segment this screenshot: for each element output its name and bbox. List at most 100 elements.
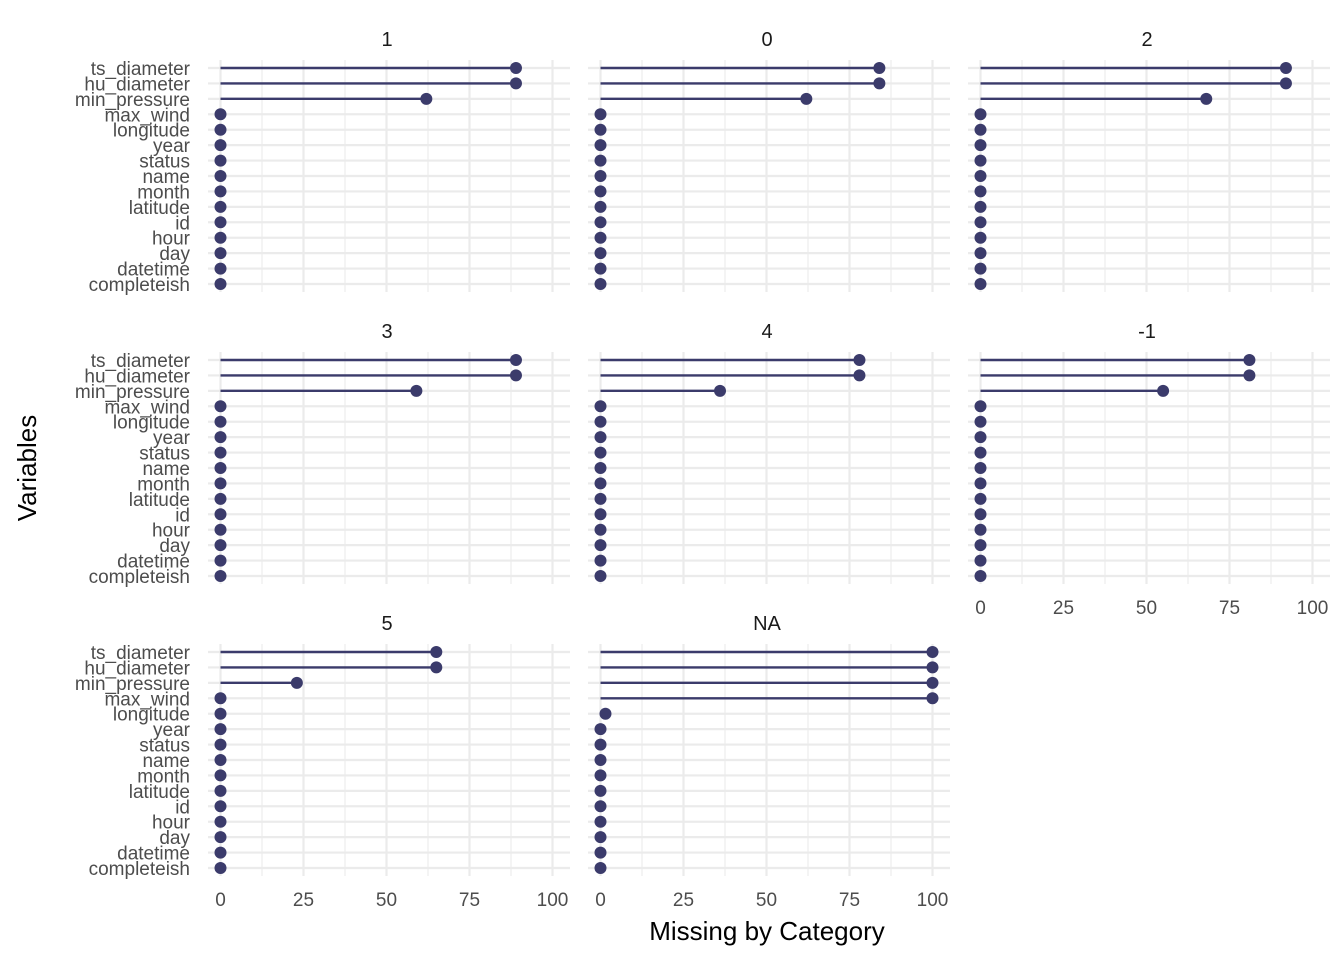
y-tick-label: max_wind (104, 689, 190, 710)
lollipop-point (800, 92, 813, 105)
y-tick-label: name (142, 167, 190, 188)
y-tick-label: name (142, 459, 190, 480)
y-tick-label: year (153, 720, 191, 741)
lollipop-point (509, 77, 522, 90)
lollipop-point (594, 831, 607, 844)
facet-panel-0: 0 (588, 29, 950, 292)
lollipop-point (974, 477, 987, 490)
y-tick-label: hu_diameter (84, 74, 190, 95)
x-tick-label: 0 (975, 598, 986, 619)
facet-strip-label: 2 (1141, 29, 1152, 51)
lollipop-point (214, 123, 227, 136)
facet-panel--1: -1 0 25 50 75 100 (968, 321, 1330, 619)
lollipop-point (214, 754, 227, 766)
lollipop-point (214, 769, 227, 782)
lollipop-point (214, 815, 227, 828)
lollipop-point (974, 523, 987, 536)
lollipop-point (1279, 77, 1292, 90)
lollipop-point (214, 862, 227, 874)
lollipop-point (594, 738, 607, 751)
lollipop-point (214, 477, 227, 490)
lollipop-point (214, 570, 227, 582)
lollipop-point (594, 400, 607, 413)
lollipop-point (974, 508, 987, 521)
y-tick-label: ts_diameter (91, 643, 191, 664)
facet-panel-4: 4 (588, 321, 950, 584)
lollipop-point (594, 508, 607, 521)
lollipop-point (974, 278, 987, 290)
y-tick-label: hour (152, 229, 191, 250)
lollipop-point (594, 200, 607, 213)
lollipop-point (594, 754, 607, 766)
facet-panel-1: 1 ts_diameterhu_diametermin_pressuremax_w… (75, 29, 570, 296)
lollipop-point (974, 492, 987, 505)
lollipop-point (926, 661, 939, 674)
lollipop-point (974, 200, 987, 213)
lollipop-point (974, 185, 987, 198)
y-tick-label: day (159, 828, 190, 849)
facet-strip-label: -1 (1138, 321, 1156, 343)
lollipop-point (594, 862, 607, 874)
y-tick-label: month (137, 766, 190, 787)
y-tick-label: id (175, 213, 190, 234)
lollipop-point (974, 431, 987, 444)
x-tick-label: 50 (376, 890, 397, 911)
lollipop-point (594, 154, 607, 167)
facet-strip-label: 5 (381, 613, 392, 635)
lollipop-point (974, 154, 987, 167)
facet-strip-label: NA (753, 613, 781, 635)
lollipop-point (594, 723, 607, 736)
lollipop-point (974, 108, 987, 121)
lollipop-point (509, 369, 522, 382)
lollipop-point (1200, 92, 1213, 105)
y-tick-label: latitude (129, 198, 190, 219)
lollipop-point (214, 431, 227, 444)
lollipop-point (974, 415, 987, 428)
lollipop-point (1157, 384, 1170, 397)
lollipop-point (926, 646, 939, 658)
lollipop-point (290, 676, 303, 689)
lollipop-point (974, 123, 987, 136)
x-tick-label: 75 (839, 890, 860, 911)
y-tick-label: month (137, 474, 190, 495)
lollipop-point (873, 77, 886, 90)
y-tick-label: month (137, 182, 190, 203)
y-tick-label: latitude (129, 490, 190, 511)
lollipop-point (974, 570, 987, 582)
y-tick-label: completeish (89, 275, 190, 296)
y-tick-label: status (139, 152, 190, 173)
lollipop-point (974, 446, 987, 459)
y-tick-label: max_wind (104, 397, 190, 418)
y-tick-label: max_wind (104, 105, 190, 126)
lollipop-point (214, 462, 227, 474)
lollipop-point (509, 62, 522, 74)
facet-strip-label: 3 (381, 321, 392, 343)
lollipop-point (594, 570, 607, 582)
lollipop-point (509, 354, 522, 366)
y-tick-label: hu_diameter (84, 658, 190, 679)
lollipop-point (214, 216, 227, 229)
lollipop-point (594, 815, 607, 828)
lollipop-point (420, 92, 433, 105)
lollipop-point (594, 139, 607, 152)
lollipop-point (594, 431, 607, 444)
lollipop-point (594, 170, 607, 182)
lollipop-point (214, 185, 227, 198)
lollipop-point (1243, 369, 1256, 382)
lollipop-point (873, 62, 886, 74)
lollipop-point (594, 123, 607, 136)
lollipop-point (214, 800, 227, 813)
lollipop-point (974, 462, 987, 474)
x-tick-label: 50 (1136, 598, 1157, 619)
y-tick-label: id (175, 797, 190, 818)
lollipop-point (594, 523, 607, 536)
lollipop-point (214, 154, 227, 167)
x-tick-label: 0 (595, 890, 606, 911)
y-tick-label: completeish (89, 859, 190, 880)
lollipop-point (594, 492, 607, 505)
lollipop-point (594, 415, 607, 428)
lollipop-point (214, 831, 227, 844)
y-tick-label: status (139, 444, 190, 465)
y-tick-label: status (139, 736, 190, 757)
lollipop-point (594, 462, 607, 474)
